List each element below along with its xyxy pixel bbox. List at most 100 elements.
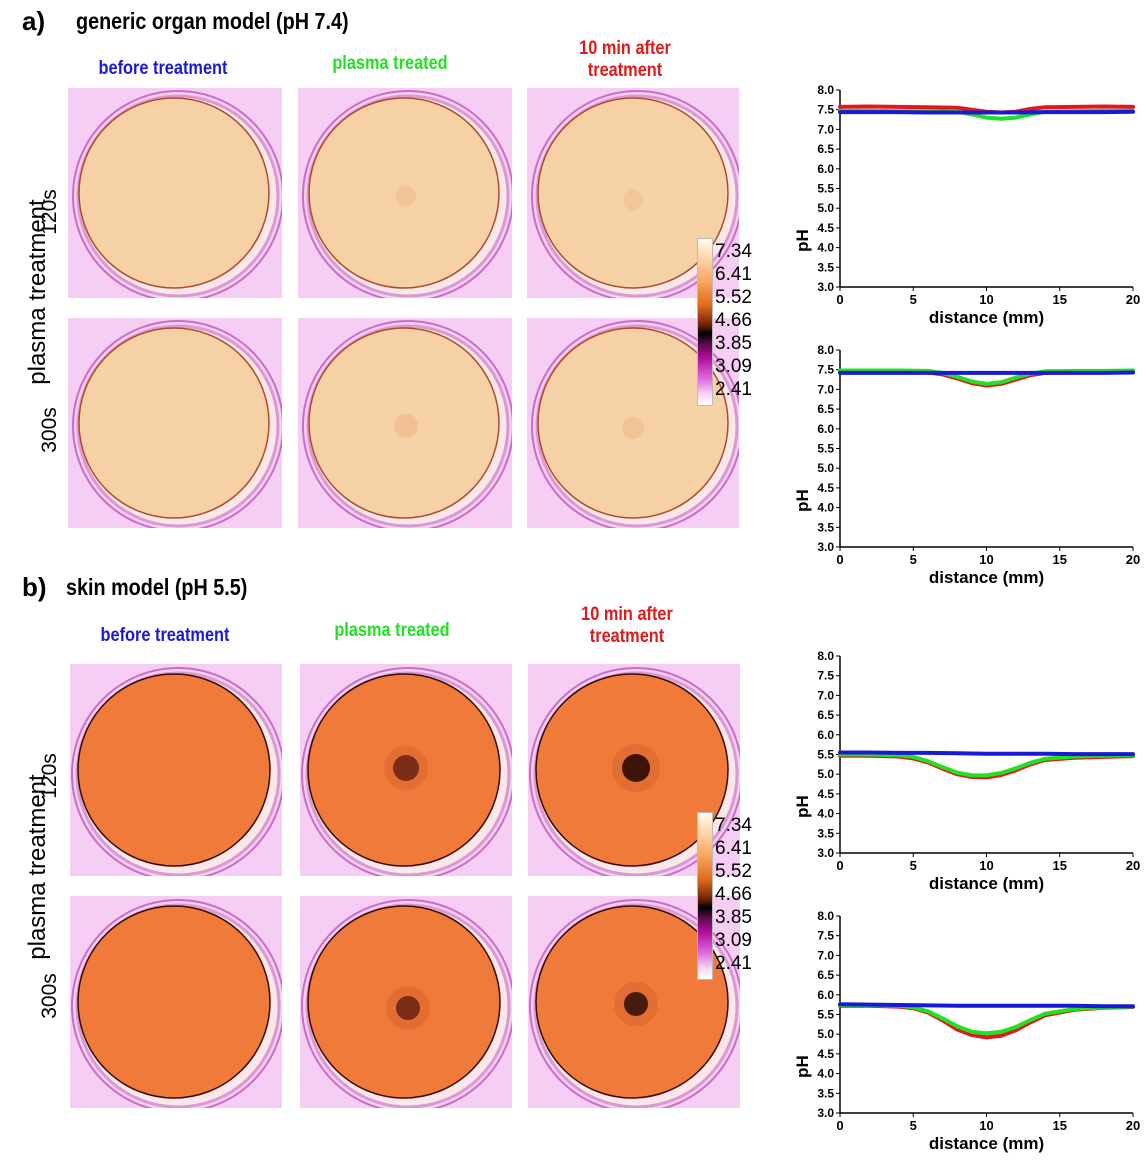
- y-tick-label: 3.5: [817, 260, 834, 274]
- x-tick-label: 20: [1126, 292, 1140, 307]
- panel-a-col-before-label: before treatment: [77, 58, 249, 80]
- x-axis-label: distance (mm): [929, 568, 1044, 587]
- y-tick-label: 7.5: [817, 103, 834, 117]
- panel-b-title: skin model (pH 5.5): [66, 574, 247, 601]
- y-tick-label: 6.5: [817, 142, 834, 156]
- colorbar-tick: 6.41: [715, 265, 752, 284]
- y-tick-label: 4.0: [817, 501, 834, 515]
- y-tick-label: 5.5: [817, 182, 834, 196]
- x-tick-label: 0: [836, 292, 843, 307]
- y-tick-label: 7.0: [817, 122, 834, 136]
- colorbar-tick: 3.85: [715, 334, 752, 353]
- y-tick-label: 4.5: [817, 1047, 834, 1061]
- y-tick-label: 6.5: [817, 402, 834, 416]
- y-tick-label: 3.5: [817, 1086, 834, 1100]
- y-tick-label: 7.5: [817, 929, 834, 943]
- y-tick-label: 4.0: [817, 1067, 834, 1081]
- x-tick-label: 10: [979, 552, 993, 567]
- panel-b-colorbar: 7.34 6.41 5.52 4.66 3.85 3.09 2.41: [697, 812, 787, 980]
- x-tick-label: 0: [836, 1118, 843, 1133]
- y-tick-label: 3.5: [817, 826, 834, 840]
- colorbar-tick: 7.34: [715, 242, 752, 261]
- y-axis-label: pH: [793, 229, 812, 252]
- colorbar-gradient: [697, 238, 713, 406]
- series-line: [840, 1004, 1133, 1006]
- colorbar-tick: 2.41: [715, 954, 752, 973]
- y-tick-label: 3.0: [817, 1106, 834, 1120]
- x-axis-label: distance (mm): [929, 874, 1044, 893]
- col-label-line: before treatment: [79, 625, 251, 647]
- image-tile: [68, 88, 282, 298]
- panel-a-col-after-label: 10 min after treatment: [539, 38, 711, 82]
- colorbar-gradient: [697, 812, 713, 980]
- colorbar-tick: 4.66: [715, 885, 752, 904]
- col-label-line: 10 min after: [541, 604, 713, 626]
- y-tick-label: 5.0: [817, 1027, 834, 1041]
- colorbar-tick: 3.85: [715, 908, 752, 927]
- panel-b-col-before-label: before treatment: [79, 625, 251, 647]
- col-label-line: 10 min after: [539, 38, 711, 60]
- panel-b-row-label-300s: 300s: [38, 966, 62, 1026]
- y-tick-label: 5.5: [817, 442, 834, 456]
- y-axis-label: pH: [793, 1055, 812, 1078]
- x-tick-label: 10: [979, 1118, 993, 1133]
- x-tick-label: 5: [910, 858, 917, 873]
- panel-b-col-after-label: 10 min after treatment: [541, 604, 713, 648]
- y-tick-label: 6.5: [817, 708, 834, 722]
- y-tick-label: 6.0: [817, 162, 834, 176]
- y-tick-label: 8.0: [817, 909, 834, 923]
- panel-a-letter: a): [22, 6, 45, 37]
- col-label-line: treatment: [539, 60, 711, 82]
- col-label-line: plasma treated: [306, 620, 478, 642]
- y-tick-label: 8.0: [817, 83, 834, 97]
- colorbar-tick: 2.41: [715, 380, 752, 399]
- series-line: [840, 112, 1133, 113]
- y-tick-label: 7.0: [817, 948, 834, 962]
- image-tile: [298, 318, 512, 528]
- panel-a-title: generic organ model (pH 7.4): [76, 8, 349, 35]
- y-axis-label: pH: [793, 489, 812, 512]
- series-line: [840, 753, 1133, 755]
- x-tick-label: 10: [979, 858, 993, 873]
- x-tick-label: 0: [836, 552, 843, 567]
- colorbar-tick: 5.52: [715, 862, 752, 881]
- x-tick-label: 20: [1126, 858, 1140, 873]
- panel-b-col-treated-label: plasma treated: [306, 620, 478, 642]
- colorbar-tick: 5.52: [715, 288, 752, 307]
- image-tile: [300, 664, 512, 876]
- y-tick-label: 4.0: [817, 241, 834, 255]
- y-tick-label: 5.0: [817, 461, 834, 475]
- x-axis-label: distance (mm): [929, 1134, 1044, 1153]
- y-tick-label: 3.0: [817, 280, 834, 294]
- y-tick-label: 6.0: [817, 988, 834, 1002]
- y-tick-label: 3.5: [817, 520, 834, 534]
- colorbar-tick: 3.09: [715, 357, 752, 376]
- colorbar-tick: 3.09: [715, 931, 752, 950]
- x-tick-label: 10: [979, 292, 993, 307]
- x-tick-label: 15: [1053, 858, 1067, 873]
- panel-a-row-label-120s: 120s: [38, 182, 62, 242]
- y-tick-label: 8.0: [817, 343, 834, 357]
- panel-a-col-treated-label: plasma treated: [304, 53, 476, 75]
- image-tile: [298, 88, 512, 298]
- x-tick-label: 15: [1053, 552, 1067, 567]
- y-tick-label: 7.0: [817, 688, 834, 702]
- x-tick-label: 20: [1126, 1118, 1140, 1133]
- y-tick-label: 5.0: [817, 767, 834, 781]
- image-tile: [300, 896, 512, 1108]
- y-tick-label: 6.0: [817, 728, 834, 742]
- y-tick-label: 6.5: [817, 968, 834, 982]
- y-tick-label: 7.5: [817, 669, 834, 683]
- panel-a-colorbar: 7.34 6.41 5.52 4.66 3.85 3.09 2.41: [697, 238, 787, 406]
- y-tick-label: 5.0: [817, 201, 834, 215]
- y-tick-label: 3.0: [817, 540, 834, 554]
- x-axis-label: distance (mm): [929, 308, 1044, 327]
- x-tick-label: 20: [1126, 552, 1140, 567]
- y-tick-label: 4.5: [817, 481, 834, 495]
- col-label-line: plasma treated: [304, 53, 476, 75]
